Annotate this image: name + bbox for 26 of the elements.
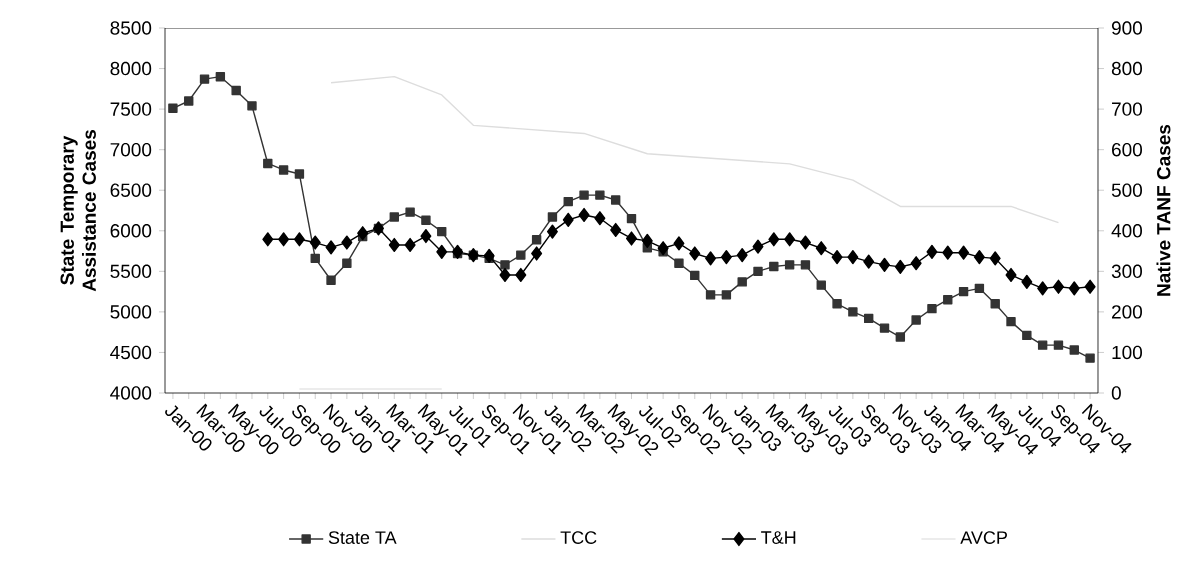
- y2-tick-label: 600: [1112, 142, 1143, 157]
- y2-tick-label: 300: [1111, 264, 1143, 279]
- y2-tick-label: 500: [1111, 183, 1143, 197]
- y-tick-label: 7500: [110, 102, 152, 116]
- y-tick-label: 8500: [110, 21, 152, 35]
- y-tick-label: 8000: [110, 61, 152, 76]
- y2-tick-label: 200: [1112, 305, 1143, 319]
- legend-label: State TA: [328, 531, 397, 544]
- y2-tick-label: 700: [1112, 102, 1143, 116]
- y2-tick-label: 400: [1111, 224, 1143, 238]
- y2-axis-title: Native TANF Cases: [1156, 124, 1171, 296]
- y-tick-label: 6000: [110, 224, 152, 238]
- y-tick-label: 4500: [110, 345, 152, 360]
- y-tick-label: 7000: [110, 142, 152, 157]
- legend-label: T&H: [761, 531, 796, 544]
- y2-tick-label: 0: [1111, 386, 1121, 400]
- y-tick-label: 4000: [110, 386, 152, 400]
- legend-label: AVCP: [960, 531, 1007, 544]
- y-tick-label: 5500: [110, 264, 152, 279]
- y2-tick-label: 800: [1111, 61, 1143, 76]
- y-tick-label: 5000: [110, 305, 152, 319]
- y2-tick-label: 100: [1112, 345, 1143, 360]
- legend-label: TCC: [560, 531, 597, 544]
- y-tick-label: 6500: [110, 183, 152, 197]
- y2-tick-label: 900: [1111, 21, 1143, 35]
- y-axis-title: State Temporary Assistance Cases: [60, 129, 96, 292]
